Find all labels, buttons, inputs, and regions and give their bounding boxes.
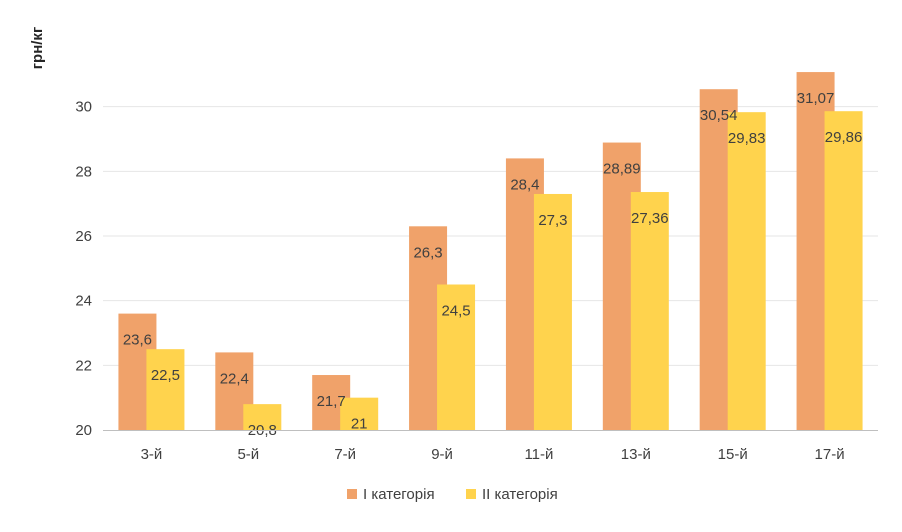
data-label: 22,4 — [220, 370, 249, 387]
data-label: 27,36 — [631, 210, 669, 227]
data-label: 29,86 — [825, 129, 863, 146]
x-tick-label: 5-й — [237, 446, 259, 463]
data-label: 27,3 — [538, 212, 567, 229]
bar-category-2 — [340, 397, 379, 430]
axes: 20 22 24 26 28 30 3-й 5-й 7-й 9-й 11-й 13-й 15-й 17-й — [75, 99, 878, 463]
legend-swatch — [347, 489, 357, 499]
legend-label: І категорія — [363, 486, 435, 503]
legend: І категорія ІІ категорія — [347, 486, 558, 503]
data-label: 24,5 — [441, 303, 470, 320]
x-tick-label: 15-й — [718, 446, 748, 463]
bar-category-2 — [630, 192, 669, 430]
data-label: 28,4 — [510, 176, 539, 193]
data-label: 31,07 — [797, 90, 835, 107]
y-tick-label: 26 — [75, 228, 92, 245]
bar-category-2 — [243, 404, 282, 430]
x-tick-label: 7-й — [334, 446, 356, 463]
x-tick-label: 3-й — [141, 446, 163, 463]
data-label: 28,89 — [603, 161, 641, 178]
data-label: 26,3 — [413, 244, 442, 261]
legend-label: ІІ категорія — [482, 486, 558, 503]
bars — [118, 72, 863, 431]
x-tick-label: 11-й — [524, 446, 553, 463]
data-label: 21 — [351, 416, 368, 433]
x-tick-label: 17-й — [815, 446, 845, 463]
data-labels: 23,622,5 22,420,821,72126,324,528,427,328… — [123, 90, 863, 439]
x-tick-label: 9-й — [431, 446, 453, 463]
bar-category-2 — [533, 193, 572, 430]
bar-category-2 — [146, 349, 185, 430]
data-label: 30,54 — [700, 107, 738, 124]
data-label: 23,6 — [123, 332, 152, 349]
y-tick-label: 22 — [75, 357, 92, 374]
x-tick-label: 13-й — [621, 446, 651, 463]
y-tick-label: 28 — [75, 163, 92, 180]
y-tick-label: 24 — [75, 293, 92, 310]
data-label: 29,83 — [728, 130, 766, 147]
data-label: 22,5 — [151, 367, 180, 384]
bar-category-2 — [824, 111, 863, 431]
y-tick-label: 20 — [75, 422, 92, 439]
data-label: 21,7 — [317, 393, 346, 410]
bar-category-2 — [727, 112, 766, 430]
y-tick-label: 30 — [75, 99, 92, 116]
y-axis-label: грн/кг — [29, 27, 46, 69]
bar-category-2 — [437, 284, 476, 430]
legend-swatch — [466, 489, 476, 499]
